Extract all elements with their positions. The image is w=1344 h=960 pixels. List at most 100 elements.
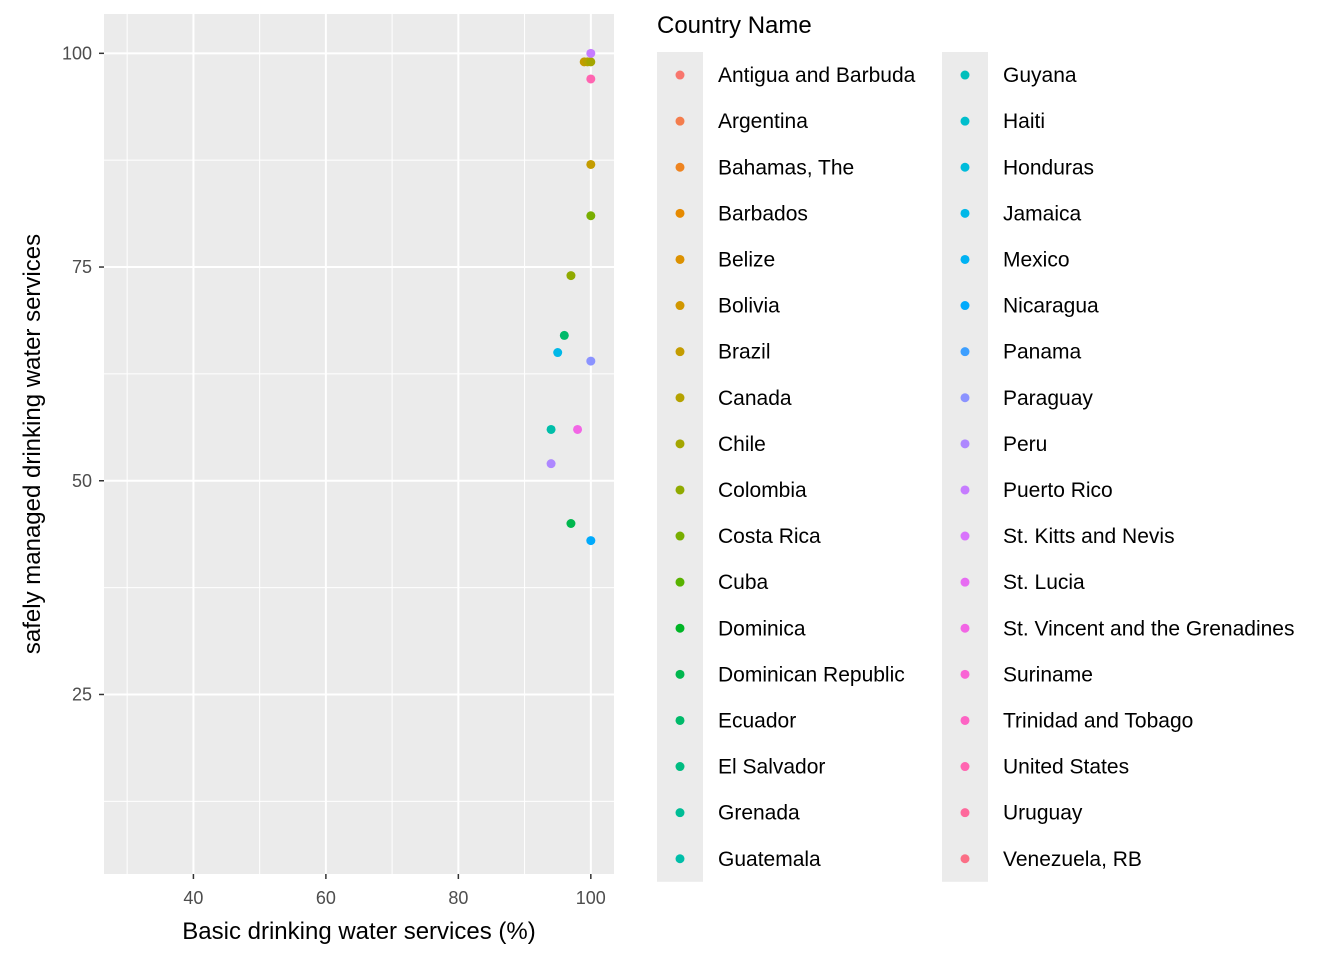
legend-key xyxy=(960,623,970,633)
legend-label: Costa Rica xyxy=(718,525,821,548)
legend-label: Mexico xyxy=(1003,248,1070,271)
legend-label: Belize xyxy=(718,248,775,271)
legend-key xyxy=(960,208,970,218)
data-point xyxy=(586,536,596,546)
legend-key xyxy=(960,531,970,541)
legend-key xyxy=(960,715,970,725)
legend-key xyxy=(960,393,970,403)
legend: Antigua and Barbuda Argentina Bahamas, The… xyxy=(657,52,1294,882)
x-axis-ticks: 40 60 80 100 xyxy=(183,874,606,908)
data-point xyxy=(546,459,556,469)
data-point xyxy=(566,519,576,529)
legend-key xyxy=(960,485,970,495)
legend-key xyxy=(960,762,970,772)
legend-key xyxy=(960,254,970,264)
legend-label: El Salvador xyxy=(718,756,825,779)
legend-label: Haiti xyxy=(1003,110,1045,133)
legend-label: Guyana xyxy=(1003,64,1077,87)
legend-label: St. Lucia xyxy=(1003,571,1085,594)
legend-label: Chile xyxy=(718,433,766,456)
data-point xyxy=(553,348,563,358)
x-tick-label: 40 xyxy=(183,888,203,908)
data-point xyxy=(586,356,596,366)
y-axis-title: safely managed drinking water services xyxy=(19,234,46,654)
legend-key-background xyxy=(942,52,988,882)
data-point xyxy=(586,57,596,67)
data-point xyxy=(586,74,596,84)
legend-key xyxy=(675,531,685,541)
legend-label: Guatemala xyxy=(718,848,821,871)
legend-key xyxy=(675,347,685,357)
legend-label: Brazil xyxy=(718,341,771,364)
y-tick-label: 100 xyxy=(62,43,92,63)
y-axis-ticks: 25 50 75 100 xyxy=(62,43,104,704)
data-point xyxy=(586,48,596,58)
legend-label: Dominica xyxy=(718,617,806,640)
data-points xyxy=(546,48,596,546)
legend-label: Venezuela, RB xyxy=(1003,848,1142,871)
legend-key xyxy=(675,808,685,818)
legend-key xyxy=(675,762,685,772)
legend-label: St. Vincent and the Grenadines xyxy=(1003,617,1294,640)
legend-label: Bahamas, The xyxy=(718,156,854,179)
legend-key xyxy=(675,439,685,449)
legend-key xyxy=(675,577,685,587)
legend-label: Dominican Republic xyxy=(718,663,905,686)
data-point xyxy=(573,424,583,434)
y-tick-label: 75 xyxy=(72,257,92,277)
legend-key xyxy=(960,116,970,126)
x-axis-title: Basic drinking water services (%) xyxy=(182,918,535,945)
legend-label: Ecuador xyxy=(718,709,796,732)
legend-label: Colombia xyxy=(718,479,807,502)
data-point xyxy=(559,330,569,340)
legend-label: Paraguay xyxy=(1003,387,1093,410)
legend-key xyxy=(675,715,685,725)
legend-key xyxy=(675,301,685,311)
legend-label: Peru xyxy=(1003,433,1047,456)
x-tick-label: 100 xyxy=(576,888,606,908)
legend-key xyxy=(675,623,685,633)
legend-label: Barbados xyxy=(718,202,808,225)
x-tick-label: 60 xyxy=(316,888,336,908)
legend-label: Jamaica xyxy=(1003,202,1082,225)
legend-label: Grenada xyxy=(718,802,800,825)
legend-label: Cuba xyxy=(718,571,769,594)
plot-panel xyxy=(104,14,614,874)
legend-key xyxy=(675,393,685,403)
x-tick-label: 80 xyxy=(448,888,468,908)
data-point xyxy=(546,424,556,434)
data-point xyxy=(586,159,596,169)
legend-key xyxy=(960,854,970,864)
legend-key xyxy=(960,162,970,172)
legend-label: Puerto Rico xyxy=(1003,479,1113,502)
legend-key xyxy=(675,70,685,80)
legend-label: Nicaragua xyxy=(1003,295,1099,318)
legend-key xyxy=(960,301,970,311)
legend-key xyxy=(960,347,970,357)
y-tick-label: 25 xyxy=(72,684,92,704)
legend-key xyxy=(960,577,970,587)
legend-label: Panama xyxy=(1003,341,1082,364)
legend-label: United States xyxy=(1003,756,1129,779)
legend-label: Antigua and Barbuda xyxy=(718,64,916,87)
major-gridlines xyxy=(104,14,614,874)
legend-label: St. Kitts and Nevis xyxy=(1003,525,1175,548)
legend-label: Honduras xyxy=(1003,156,1094,179)
legend-key xyxy=(960,70,970,80)
legend-key xyxy=(960,808,970,818)
y-tick-label: 50 xyxy=(72,471,92,491)
legend-key xyxy=(675,854,685,864)
legend-label: Uruguay xyxy=(1003,802,1083,825)
legend-key xyxy=(675,254,685,264)
legend-label: Bolivia xyxy=(718,295,780,318)
legend-label: Suriname xyxy=(1003,663,1093,686)
legend-label: Argentina xyxy=(718,110,808,133)
minor-gridlines xyxy=(104,14,614,874)
legend-key xyxy=(675,669,685,679)
legend-title: Country Name xyxy=(657,12,812,39)
legend-key xyxy=(960,669,970,679)
data-point xyxy=(586,211,596,221)
legend-label: Canada xyxy=(718,387,792,410)
data-point xyxy=(566,271,576,281)
